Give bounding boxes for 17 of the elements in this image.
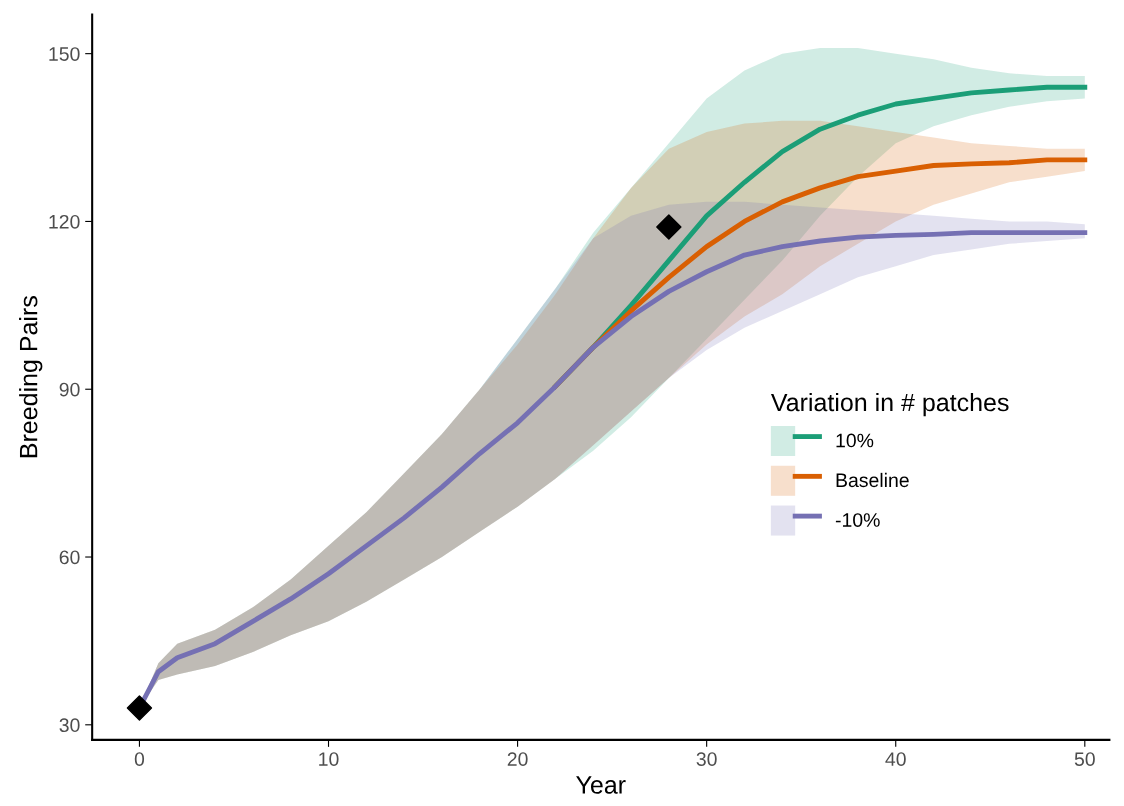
- y-tick-label: 120: [49, 214, 80, 229]
- x-tick-label: 0: [134, 752, 145, 766]
- x-tick-label: 20: [507, 752, 528, 766]
- y-tick-label: 90: [59, 382, 80, 397]
- x-tick-label: 40: [885, 752, 906, 766]
- y-tick-label: 150: [49, 47, 80, 61]
- legend-label: Baseline: [836, 472, 909, 488]
- y-tick-label: 60: [59, 550, 80, 565]
- x-tick-label: 10: [319, 752, 339, 766]
- y-axis-title: Breeding Pairs: [19, 296, 43, 458]
- legend-label: -10%: [835, 513, 880, 527]
- x-tick-label: 50: [1074, 752, 1095, 766]
- x-tick-label: 30: [696, 752, 717, 766]
- x-axis-title: Year: [576, 776, 626, 794]
- legend-title: Variation in # patches: [770, 392, 1009, 417]
- legend-label: 10%: [836, 433, 874, 448]
- y-tick-label: 30: [59, 718, 80, 733]
